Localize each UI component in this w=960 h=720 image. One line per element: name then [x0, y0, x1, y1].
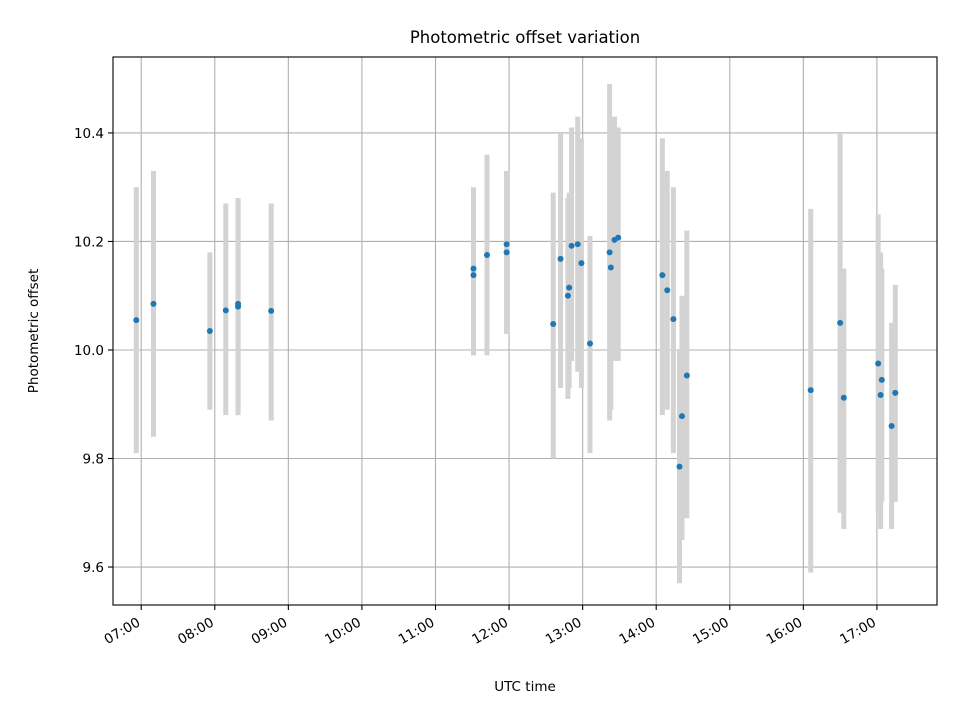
data-point [235, 300, 242, 307]
data-point [837, 319, 844, 326]
x-axis-ticks: 07:00 08:00 09:00 10:00 11:00 12:00 13:00 14:00… [102, 605, 879, 648]
data-point [807, 387, 814, 394]
x-tick-label: 13:00 [543, 615, 585, 648]
data-point [574, 241, 581, 248]
data-point [483, 252, 490, 259]
data-point [659, 272, 666, 279]
data-point [503, 241, 510, 248]
data-point [133, 317, 140, 324]
x-tick-label: 12:00 [469, 615, 511, 648]
data-point [670, 316, 677, 323]
x-tick-label: 08:00 [175, 615, 217, 648]
data-point [564, 292, 571, 299]
data-point [607, 264, 614, 271]
data-point [268, 307, 275, 314]
data-point [615, 234, 622, 241]
data-point [586, 340, 593, 347]
data-point [150, 300, 157, 307]
data-point [550, 320, 557, 327]
data-point [664, 287, 671, 294]
data-points [133, 234, 899, 470]
plot-frame [112, 56, 938, 606]
data-point [470, 272, 477, 279]
error-bars [133, 84, 898, 584]
data-point [568, 242, 575, 249]
data-point [503, 249, 510, 256]
data-point [470, 265, 477, 272]
y-tick-label: 10.2 [74, 234, 104, 250]
x-tick-label: 17:00 [837, 615, 879, 648]
x-tick-label: 16:00 [764, 615, 806, 648]
x-tick-label: 14:00 [617, 615, 659, 648]
y-tick-label: 9.8 [83, 452, 104, 468]
data-point [875, 360, 882, 367]
x-tick-label: 07:00 [102, 615, 144, 648]
data-point [877, 392, 884, 399]
x-tick-label: 10:00 [322, 615, 364, 648]
y-tick-label: 10.0 [74, 343, 104, 359]
data-point [840, 394, 847, 401]
y-tick-label: 9.6 [83, 560, 104, 576]
x-axis-label: UTC time [494, 679, 556, 695]
x-tick-label: 15:00 [690, 615, 732, 648]
data-point [676, 463, 683, 470]
data-point [888, 422, 895, 429]
data-point [557, 255, 564, 262]
x-tick-label: 09:00 [249, 615, 291, 648]
data-point [878, 376, 885, 383]
y-axis-label: Photometric offset [26, 269, 42, 393]
data-point [683, 372, 690, 379]
data-point [222, 307, 229, 314]
chart-title: Photometric offset variation [410, 28, 640, 47]
data-point [892, 389, 899, 396]
data-point [206, 328, 213, 334]
data-point [678, 413, 685, 420]
x-tick-label: 11:00 [396, 615, 438, 648]
data-point [566, 284, 573, 291]
data-point [578, 260, 585, 267]
y-tick-label: 10.4 [74, 126, 104, 142]
data-point [606, 249, 613, 256]
y-axis-ticks: 9.6 9.8 10.0 10.2 10.4 [74, 126, 113, 576]
